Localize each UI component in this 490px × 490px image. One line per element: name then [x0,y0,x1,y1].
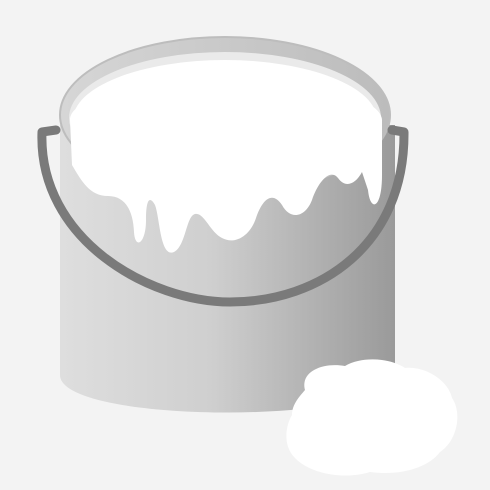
bucket-handle [37,125,409,307]
paint-puddle [286,359,458,476]
paint-surface [73,60,377,180]
